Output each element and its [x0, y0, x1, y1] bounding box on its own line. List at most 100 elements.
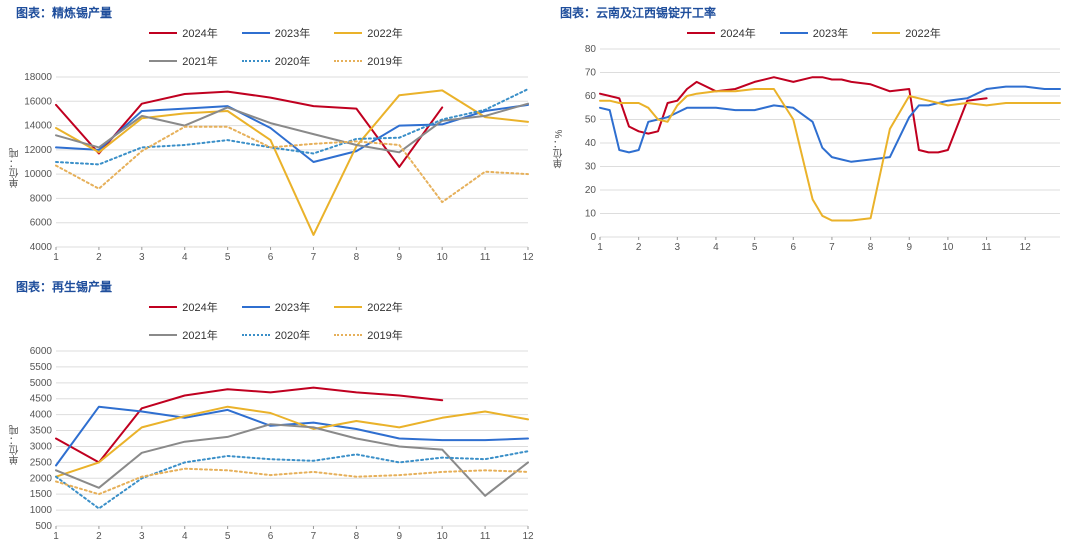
svg-text:9: 9 — [906, 242, 912, 253]
chart3-panel: 图表：再生锡产量2024年2023年2022年2021年2020年2019年单位… — [16, 278, 536, 544]
svg-text:4: 4 — [182, 531, 188, 542]
svg-text:1: 1 — [53, 531, 59, 542]
legend-swatch-2020 — [242, 334, 270, 336]
svg-text:2: 2 — [636, 242, 642, 253]
legend-item-2022: 2022年 — [872, 25, 940, 41]
svg-text:12: 12 — [522, 531, 534, 542]
legend-label-2021: 2021年 — [182, 53, 217, 69]
svg-text:5: 5 — [225, 252, 231, 263]
svg-text:7: 7 — [311, 531, 317, 542]
svg-text:8: 8 — [354, 252, 360, 263]
legend-label-2019: 2019年 — [367, 53, 402, 69]
svg-text:2: 2 — [96, 252, 102, 263]
svg-text:6: 6 — [268, 252, 274, 263]
svg-text:30: 30 — [585, 162, 597, 173]
legend-item-2020: 2020年 — [242, 327, 310, 343]
legend-item-2024: 2024年 — [149, 25, 217, 41]
svg-text:4000: 4000 — [30, 242, 53, 253]
legend-label-2024: 2024年 — [182, 299, 217, 315]
legend-swatch-2021 — [149, 60, 177, 62]
legend-swatch-2023 — [242, 306, 270, 308]
legend-swatch-2022 — [334, 306, 362, 308]
chart3-svg: 5001000150020002500300035004000450050005… — [16, 345, 536, 544]
svg-text:70: 70 — [585, 68, 597, 79]
svg-text:3000: 3000 — [30, 441, 53, 452]
legend-label-2024: 2024年 — [720, 25, 755, 41]
svg-text:10000: 10000 — [24, 169, 52, 180]
svg-text:9: 9 — [396, 252, 402, 263]
legend-label-2020: 2020年 — [275, 327, 310, 343]
chart1-plot: 单位：吨400060008000100001200014000160001800… — [16, 71, 536, 265]
title-text: 精炼锡产量 — [52, 6, 112, 20]
legend-label-2019: 2019年 — [367, 327, 402, 343]
svg-text:16000: 16000 — [24, 96, 52, 107]
legend-label-2020: 2020年 — [275, 53, 310, 69]
svg-text:3: 3 — [139, 252, 145, 263]
legend-item-2022: 2022年 — [334, 299, 402, 315]
svg-text:60: 60 — [585, 91, 597, 102]
svg-text:500: 500 — [35, 521, 52, 532]
legend-swatch-2023 — [242, 32, 270, 34]
svg-text:11: 11 — [981, 242, 992, 253]
svg-text:3: 3 — [139, 531, 145, 542]
svg-text:4000: 4000 — [30, 410, 53, 421]
legend-label-2022: 2022年 — [905, 25, 940, 41]
svg-text:11: 11 — [480, 252, 491, 263]
legend-label-2022: 2022年 — [367, 25, 402, 41]
svg-text:2500: 2500 — [30, 457, 53, 468]
legend-item-2024: 2024年 — [687, 25, 755, 41]
chart1-legend: 2024年 2023年 2022年 2021年 2020年 2019年 — [116, 25, 436, 69]
chart1-series-2019 — [56, 127, 528, 202]
svg-text:6000: 6000 — [30, 218, 53, 229]
legend-item-2023: 2023年 — [242, 25, 310, 41]
svg-text:10: 10 — [437, 531, 449, 542]
svg-text:12: 12 — [1020, 242, 1032, 253]
svg-text:12000: 12000 — [24, 145, 52, 156]
chart1-series-2022 — [56, 90, 528, 235]
svg-text:9: 9 — [396, 531, 402, 542]
legend-label-2023: 2023年 — [275, 25, 310, 41]
chart2-title: 图表：云南及江西锡锭开工率 — [560, 4, 1068, 21]
svg-text:1500: 1500 — [30, 489, 53, 500]
svg-text:11: 11 — [480, 531, 491, 542]
svg-text:8: 8 — [868, 242, 874, 253]
svg-text:4500: 4500 — [30, 394, 53, 405]
chart2-legend: 2024年2023年2022年 — [560, 25, 1068, 41]
chart2-panel: 图表：云南及江西锡锭开工率2024年2023年2022年单位：%01020304… — [560, 4, 1068, 255]
legend-item-2021: 2021年 — [149, 327, 217, 343]
svg-text:1000: 1000 — [30, 505, 53, 516]
legend-label-2022: 2022年 — [367, 299, 402, 315]
svg-text:0: 0 — [590, 232, 596, 243]
svg-text:6: 6 — [790, 242, 796, 253]
chart3-series-2020 — [56, 451, 528, 508]
chart2-svg: 01020304050607080123456789101112 — [560, 43, 1068, 255]
chart1-panel: 图表：精炼锡产量2024年2023年2022年2021年2020年2019年单位… — [16, 4, 536, 265]
svg-text:10: 10 — [942, 242, 954, 253]
legend-item-2024: 2024年 — [149, 299, 217, 315]
svg-text:7: 7 — [311, 252, 317, 263]
title-prefix: 图表： — [16, 6, 52, 20]
svg-text:80: 80 — [585, 44, 597, 55]
legend-swatch-2021 — [149, 334, 177, 336]
chart3-legend: 2024年 2023年 2022年 2021年 2020年 2019年 — [116, 299, 436, 343]
svg-text:2: 2 — [96, 531, 102, 542]
title-prefix: 图表： — [560, 6, 596, 20]
chart1-svg: 4000600080001000012000140001600018000123… — [16, 71, 536, 265]
legend-item-2020: 2020年 — [242, 53, 310, 69]
legend-swatch-2024 — [149, 32, 177, 34]
legend-swatch-2024 — [149, 306, 177, 308]
chart2-ylabel: 单位：% — [552, 130, 567, 169]
chart2-series-2024 — [600, 77, 987, 152]
chart3-series-2019 — [56, 469, 528, 495]
svg-text:40: 40 — [585, 138, 597, 149]
svg-text:6: 6 — [268, 531, 274, 542]
svg-text:5500: 5500 — [30, 362, 53, 373]
svg-text:20: 20 — [585, 185, 597, 196]
svg-text:14000: 14000 — [24, 121, 52, 132]
svg-text:1: 1 — [53, 252, 59, 263]
chart3-ylabel: 单位：吨 — [8, 425, 23, 465]
legend-item-2023: 2023年 — [242, 299, 310, 315]
svg-text:4: 4 — [713, 242, 719, 253]
chart2-plot: 单位：%01020304050607080123456789101112 — [560, 43, 1068, 255]
svg-text:5: 5 — [752, 242, 758, 253]
